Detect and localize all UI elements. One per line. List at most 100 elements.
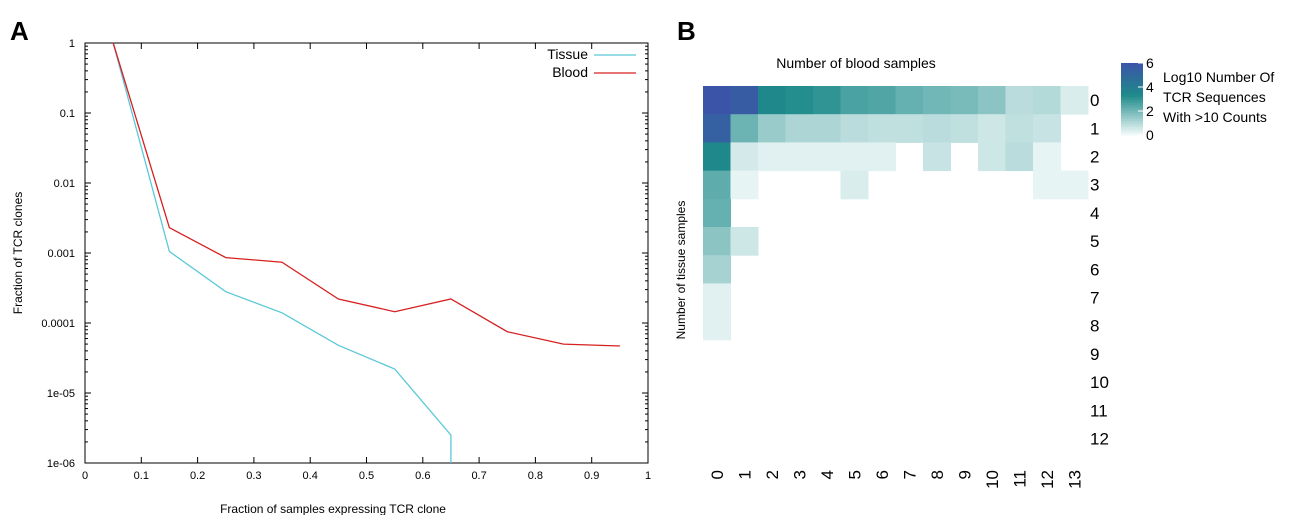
y-tick-label: 0.0001 [41,318,75,330]
heatmap-cell [730,142,759,172]
heatmap-cell [703,311,731,341]
colorbar-segment [1121,131,1143,134]
heatmap-cell [1033,114,1061,143]
heatmap-cell [923,86,951,115]
colorbar-segment [1121,105,1143,108]
colorbar-segment [1121,71,1143,74]
column-label: 10 [983,470,1002,489]
heatmap-cell [758,114,786,143]
colorbar-title-line: Log10 Number Of [1163,69,1274,85]
x-tick-label: 0.2 [190,470,205,482]
x-tick-label: 0.7 [471,470,486,482]
column-label: 0 [708,470,727,479]
heatmap-cell [703,170,731,200]
colorbar-segment [1121,87,1143,90]
colorbar-segment [1121,67,1143,70]
column-label: 11 [1010,470,1029,488]
heatmap-cell [730,170,759,200]
heatmap-cell [1060,86,1089,115]
colorbar-segment [1121,117,1143,120]
colorbar-segment [1121,63,1143,66]
heatmap-cell [703,86,731,115]
x-tick-label: 0.4 [303,470,318,482]
heatmap-cell [1060,170,1089,200]
heatmap-cell [730,114,759,143]
colorbar-segment [1121,111,1143,114]
heatmap-cell [895,86,924,115]
row-label: 4 [1090,204,1099,223]
heatmap-chart: Number of blood samples Number of tissue… [674,55,1274,489]
row-label: 11 [1090,401,1108,420]
column-label: 8 [928,470,947,479]
heatmap-cell [1033,170,1061,200]
colorbar-segment [1121,75,1143,78]
line-chart: 0 0.1 0.2 0.3 0.4 0.5 0.6 0.7 0.8 0.9 1 1e-06 1e-05… [11,38,651,515]
column-label: 9 [955,470,974,479]
colorbar-segment [1121,103,1143,106]
colorbar-title-line: TCR Sequences [1163,89,1266,105]
heatmap-cell [1005,86,1034,115]
x-tick-label: 0.3 [246,470,261,482]
heatmap-cell [1033,86,1061,115]
y-tick-label: 1 [69,38,75,50]
x-tick-label: 0.1 [134,470,149,482]
heatmap-cell [1033,142,1061,172]
x-tick-label: 0.6 [415,470,430,482]
heatmap-cell [895,114,924,143]
heatmap-cell [758,86,786,115]
row-label: 1 [1090,119,1099,138]
row-label: 8 [1090,317,1099,336]
heatmap-cell [978,142,1006,172]
colorbar-segment [1121,99,1143,102]
column-label: 1 [735,470,754,479]
column-label: 13 [1065,470,1084,489]
heatmap-cell [758,142,786,172]
x-tick-label: 0 [82,470,88,482]
row-label: 7 [1090,289,1099,308]
x-axis-label: Fraction of samples expressing TCR clone [220,502,446,515]
heatmap-cell [730,86,759,115]
legend-label: Blood [552,64,588,80]
panel-a-label: A [10,16,29,46]
heatmap-cell [868,86,896,115]
colorbar-segment [1121,73,1143,76]
heatmap-title: Number of blood samples [776,55,936,71]
heatmap-cell [703,142,731,172]
panel-b-label: B [677,16,696,46]
colorbar-segment [1121,113,1143,116]
heatmap-cell [813,86,841,115]
row-label: 0 [1090,91,1099,110]
row-label: 9 [1090,345,1099,364]
heatmap-cell [950,114,979,143]
x-tick-label: 1 [645,470,651,482]
heatmap-cell [703,255,731,284]
colorbar-segment [1121,65,1143,68]
colorbar-segment [1121,93,1143,96]
colorbar-segment [1121,89,1143,92]
x-tick-label: 0.9 [584,470,599,482]
colorbar-segment [1121,81,1143,84]
colorbar-segment [1121,95,1143,98]
heatmap-cell [978,114,1006,143]
colorbar-segment [1121,77,1143,80]
colorbar-segment [1121,129,1143,132]
x-ticks: 0 0.1 0.2 0.3 0.4 0.5 0.6 0.7 0.8 0.9 1 [82,43,651,482]
series-line-blood [112,42,620,347]
heatmap-cell [785,114,814,143]
heatmap-cell [703,227,731,256]
heatmap-cell [703,198,731,228]
legend-label: Tissue [547,46,588,62]
heatmap-cell [923,142,951,172]
row-label: 2 [1090,148,1099,167]
y-tick-label: 1e-06 [47,458,75,470]
y-tick-label: 0.1 [60,108,75,120]
colorbar-segment [1121,85,1143,88]
y-ticks: 1e-06 1e-05 0.0001 0.001 0.01 0.1 1 [41,38,648,470]
colorbar-segment [1121,127,1143,130]
legend: Tissue Blood [547,46,636,80]
colorbar-segment [1121,109,1143,112]
heatmap-cell [1005,142,1034,172]
y-axis-label: Fraction of TCR clones [11,192,25,315]
